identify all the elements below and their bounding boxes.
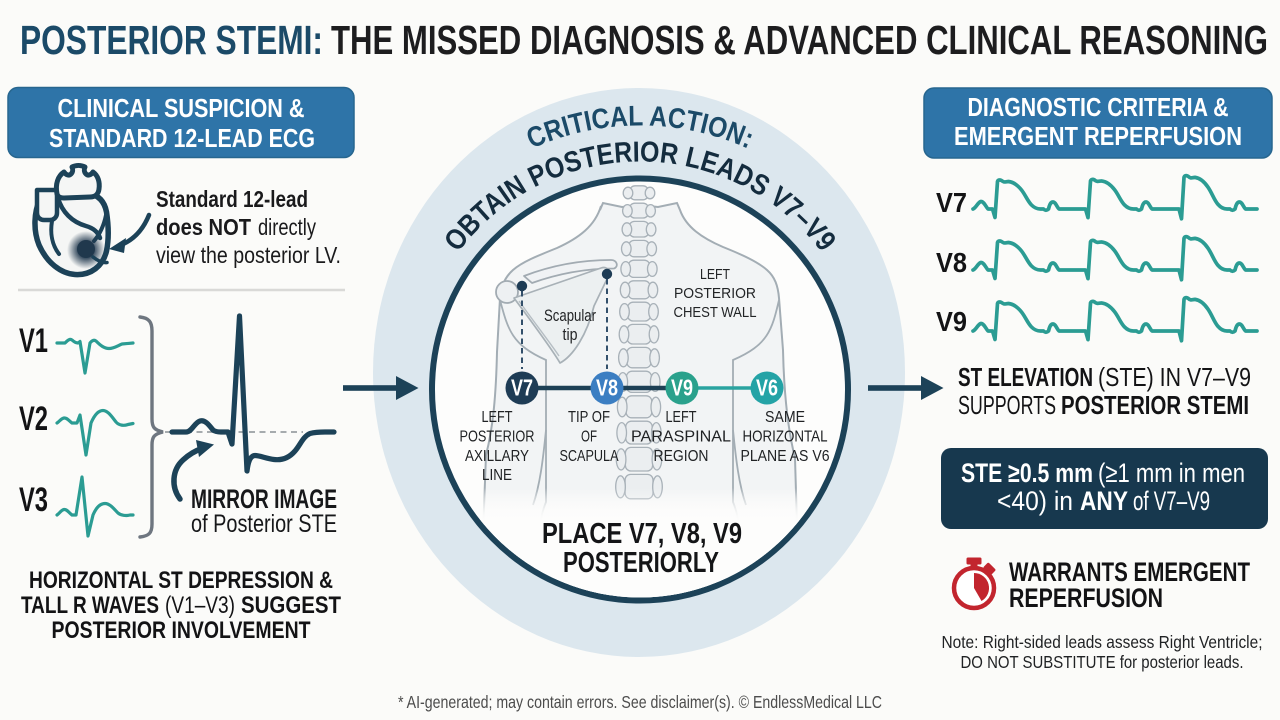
svg-text:directly: directly [258, 214, 316, 240]
svg-text:PLANE AS V6: PLANE AS V6 [741, 448, 830, 465]
svg-text:TIP OF: TIP OF [568, 409, 610, 426]
svg-text:WARRANTS EMERGENT: WARRANTS EMERGENT [1009, 557, 1250, 587]
svg-text:SCAPULA: SCAPULA [560, 448, 619, 465]
svg-text:POSTERIOR: POSTERIOR [674, 285, 756, 302]
svg-text:of Posterior STE: of Posterior STE [191, 510, 337, 538]
svg-text:MIRROR IMAGE: MIRROR IMAGE [191, 484, 337, 514]
svg-text:EMERGENT REPERFUSION: EMERGENT REPERFUSION [954, 123, 1242, 151]
svg-text:REGION: REGION [654, 448, 709, 465]
svg-text:Scapular: Scapular [544, 307, 596, 325]
svg-text:THE MISSED DIAGNOSIS & ADVANCE: THE MISSED DIAGNOSIS & ADVANCED CLINICAL… [331, 17, 1268, 63]
svg-text:<40) in: <40) in [997, 486, 1073, 516]
svg-text:CLINICAL SUSPICION &: CLINICAL SUSPICION & [58, 95, 305, 123]
svg-text:ANY: ANY [1080, 486, 1128, 516]
svg-text:CHEST WALL: CHEST WALL [674, 304, 757, 321]
svg-text:V8: V8 [936, 247, 967, 278]
svg-text:OF: OF [581, 428, 597, 445]
svg-text:DIAGNOSTIC CRITERIA &: DIAGNOSTIC CRITERIA & [968, 94, 1229, 122]
svg-text:STANDARD 12-LEAD ECG: STANDARD 12-LEAD ECG [49, 125, 315, 153]
svg-text:V8: V8 [596, 375, 618, 401]
svg-text:POSTERIORLY: POSTERIORLY [563, 547, 719, 579]
svg-text:LEFT: LEFT [666, 409, 697, 426]
svg-text:HORIZONTAL ST DEPRESSION &: HORIZONTAL ST DEPRESSION & [29, 567, 333, 594]
svg-text:AXILLARY: AXILLARY [465, 448, 529, 465]
svg-text:V3: V3 [19, 481, 48, 519]
svg-text:V9: V9 [936, 306, 967, 337]
svg-text:of V7–V9: of V7–V9 [1133, 486, 1210, 516]
svg-text:SUGGEST: SUGGEST [241, 592, 341, 619]
svg-text:HORIZONTAL: HORIZONTAL [743, 428, 828, 445]
svg-text:PLACE V7, V8, V9: PLACE V7, V8, V9 [542, 518, 742, 550]
svg-text:(V1–V3): (V1–V3) [165, 592, 235, 619]
svg-text:view the posterior LV.: view the posterior LV. [156, 242, 341, 268]
svg-text:tip: tip [563, 326, 578, 344]
svg-text:DO NOT SUBSTITUTE for posterio: DO NOT SUBSTITUTE for posterior leads. [961, 652, 1244, 672]
svg-text:POSTERIOR: POSTERIOR [460, 428, 535, 445]
svg-text:SUPPORTS: SUPPORTS [958, 390, 1056, 420]
svg-text:(STE) IN V7–V9: (STE) IN V7–V9 [1098, 362, 1251, 392]
svg-text:ST ELEVATION: ST ELEVATION [958, 362, 1093, 392]
svg-text:V7: V7 [511, 375, 533, 401]
svg-text:PARASPINAL: PARASPINAL [631, 428, 731, 445]
svg-text:* AI-generated; may contain er: * AI-generated; may contain errors. See … [398, 692, 882, 712]
svg-text:V6: V6 [756, 375, 778, 401]
svg-text:Standard 12-lead: Standard 12-lead [156, 186, 308, 212]
svg-text:does NOT: does NOT [156, 214, 251, 240]
svg-text:POSTERIOR INVOLVEMENT: POSTERIOR INVOLVEMENT [52, 617, 311, 644]
svg-text:LINE: LINE [482, 467, 512, 484]
svg-text:LEFT: LEFT [482, 409, 513, 426]
svg-text:V9: V9 [671, 375, 693, 401]
svg-text:V7: V7 [936, 187, 967, 218]
svg-text:STE ≥0.5 mm: STE ≥0.5 mm [961, 458, 1093, 488]
svg-text:TALL R WAVES: TALL R WAVES [21, 592, 159, 619]
svg-text:Note: Right-sided leads assess: Note: Right-sided leads assess Right Ven… [942, 632, 1263, 652]
svg-text:LEFT: LEFT [700, 266, 730, 283]
svg-text:V1: V1 [19, 322, 48, 360]
svg-text:SAME: SAME [765, 409, 805, 426]
svg-text:(≥1 mm in men: (≥1 mm in men [1098, 458, 1245, 488]
svg-text:POSTERIOR STEMI:: POSTERIOR STEMI: [20, 17, 323, 63]
svg-text:REPERFUSION: REPERFUSION [1009, 583, 1163, 613]
svg-text:V2: V2 [19, 400, 48, 438]
svg-text:POSTERIOR STEMI: POSTERIOR STEMI [1061, 390, 1249, 420]
